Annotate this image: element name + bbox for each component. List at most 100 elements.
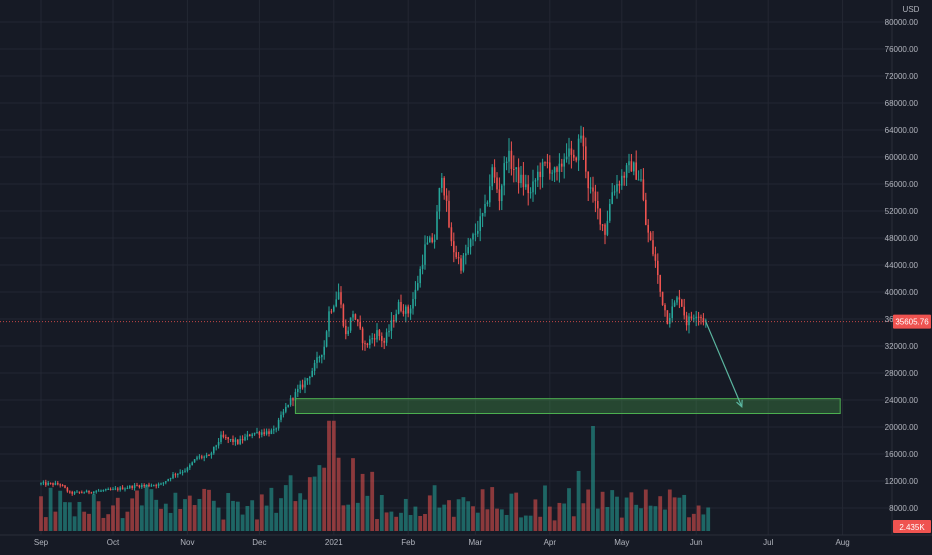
projection-arrow-line — [705, 321, 743, 407]
price-bar-body — [426, 242, 429, 245]
price-bar-body — [417, 283, 419, 290]
price-bar-body — [304, 380, 306, 388]
volume-bar — [202, 488, 207, 531]
price-bar-body — [621, 175, 623, 186]
price-bar-body — [145, 484, 148, 486]
volume-bar — [235, 501, 240, 531]
price-bar-body — [443, 177, 445, 196]
y-tick-label: 52000.00 — [885, 207, 919, 216]
volume-bar — [159, 508, 163, 531]
price-bar-body — [345, 325, 347, 335]
price-bar-body — [234, 439, 237, 443]
price-bar-body — [71, 491, 73, 494]
price-bar-body — [681, 299, 683, 307]
price-bar-body — [402, 310, 405, 314]
volume-bar — [82, 511, 87, 531]
volume-bar — [120, 518, 125, 531]
price-bar-body — [657, 260, 659, 276]
price-bar-body — [357, 319, 359, 322]
volume-bar — [403, 498, 408, 531]
price-bar-body — [448, 200, 450, 228]
price-bar-body — [695, 316, 697, 319]
price-bar-body — [481, 213, 484, 217]
price-bar-body — [136, 485, 138, 487]
volume-bar — [485, 509, 490, 531]
volume-bar — [207, 489, 211, 531]
price-bar-body — [299, 384, 301, 390]
price-bar-body — [623, 175, 625, 178]
price-bar-body — [189, 465, 191, 468]
support-zone[interactable] — [294, 398, 841, 414]
price-bar-body — [664, 304, 666, 311]
volume-bar — [528, 515, 533, 531]
volume-bar — [576, 470, 581, 531]
price-bar-body — [397, 301, 400, 314]
price-bar-body — [102, 490, 105, 492]
price-bar-body — [573, 154, 575, 158]
price-bar-body — [205, 455, 208, 457]
price-bar-body — [460, 258, 462, 271]
price-bar-body — [424, 244, 426, 265]
volume-bar — [653, 506, 658, 531]
volume-bar — [643, 489, 648, 531]
y-tick-label: 80000.00 — [885, 18, 919, 27]
price-bar-body — [93, 491, 95, 493]
overlays — [0, 321, 892, 409]
volume-bar — [677, 497, 682, 531]
price-bar-body — [671, 306, 673, 319]
price-bar-body — [258, 431, 261, 435]
price-bar-body — [309, 376, 311, 379]
price-bar-body — [155, 485, 157, 487]
y-tick-label: 44000.00 — [885, 261, 919, 270]
volume-bar — [600, 491, 605, 531]
price-bar-body — [685, 315, 688, 326]
volume-bar — [471, 506, 475, 531]
price-bar-body — [383, 340, 385, 343]
price-bar-body — [498, 189, 501, 202]
volume-bar — [543, 485, 547, 531]
currency-label[interactable]: USD — [903, 5, 920, 14]
price-bar-body — [57, 483, 59, 485]
volume-bar — [552, 520, 557, 531]
volume-bar — [211, 500, 216, 531]
price-bar-body — [678, 297, 681, 300]
price-bar-body — [412, 299, 414, 309]
y-tick-label: 48000.00 — [885, 234, 919, 243]
volume-bar — [499, 509, 504, 531]
volume-bar — [48, 487, 53, 531]
volume-bar — [96, 501, 101, 531]
price-bar-body — [633, 162, 635, 172]
volume-bar — [629, 492, 634, 531]
price-bar-body — [472, 234, 474, 240]
price-bar-body — [179, 472, 181, 474]
last-price-label: 35605.76 — [895, 318, 929, 327]
volume-bar — [91, 494, 96, 531]
price-bar-body — [474, 233, 477, 235]
price-bar-body — [647, 224, 649, 233]
price-bar-body — [561, 163, 563, 167]
volume-bar — [538, 516, 543, 531]
volume-bar — [490, 487, 495, 531]
price-bar-body — [637, 179, 640, 181]
price-bar-body — [196, 457, 198, 460]
volume-bar — [58, 490, 63, 531]
price-bar-body — [114, 488, 117, 490]
price-bar-body — [184, 470, 186, 472]
price-bar-body — [436, 211, 438, 240]
volume-bar — [427, 495, 432, 531]
price-bar-body — [592, 187, 594, 192]
price-bar-body — [477, 230, 479, 234]
price-bar-body — [585, 146, 587, 172]
price-bar-body — [645, 199, 647, 225]
price-bar-body — [162, 482, 165, 484]
price-bar-body — [690, 316, 693, 319]
last-volume-label: 2.435K — [899, 523, 925, 532]
volume-bar — [634, 504, 639, 531]
volume-bar — [178, 508, 183, 531]
price-bar-body — [400, 301, 402, 311]
price-bar-body — [167, 479, 169, 482]
price-bar-body — [181, 471, 184, 473]
